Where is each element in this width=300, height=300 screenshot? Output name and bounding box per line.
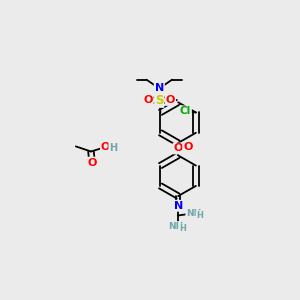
Text: Cl: Cl <box>180 106 191 116</box>
Text: O: O <box>101 142 110 152</box>
Text: N: N <box>173 201 183 211</box>
Text: NH: NH <box>186 209 201 218</box>
Text: N: N <box>155 83 164 93</box>
Text: H: H <box>109 143 117 153</box>
Text: O: O <box>88 158 97 168</box>
Text: O: O <box>166 95 175 105</box>
Text: S: S <box>155 94 164 107</box>
Text: H: H <box>196 211 203 220</box>
Text: H: H <box>179 224 186 233</box>
Text: NH: NH <box>168 222 184 231</box>
Text: O: O <box>143 95 153 105</box>
Text: O: O <box>173 143 183 154</box>
Text: O: O <box>183 142 193 152</box>
